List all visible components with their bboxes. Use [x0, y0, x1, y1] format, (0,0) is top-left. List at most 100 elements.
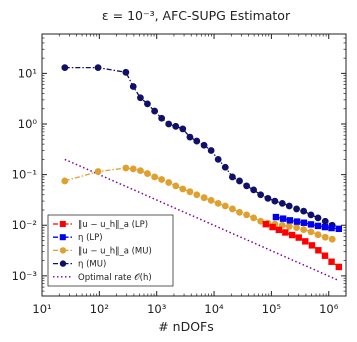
- x-tick-label: 10⁶: [319, 302, 339, 316]
- data-point: [288, 231, 296, 239]
- data-point: [321, 223, 329, 231]
- data-point: [207, 196, 215, 204]
- data-point: [321, 233, 329, 241]
- minor-ticks: [42, 33, 347, 297]
- data-point: [221, 202, 229, 210]
- data-point: [207, 147, 215, 154]
- data-point: [328, 224, 335, 232]
- data-point: [315, 247, 322, 254]
- data-point: [300, 207, 308, 215]
- x-tick-label: 10⁴: [204, 302, 224, 316]
- data-point: [321, 217, 329, 225]
- legend-label: Optimal rate 𝒪(h): [78, 273, 152, 283]
- chart-title: ε = 10⁻³, AFC-SUPG Estimator: [102, 8, 291, 23]
- data-point: [250, 214, 258, 222]
- data-point: [271, 197, 279, 205]
- data-point: [61, 64, 69, 72]
- data-point: [243, 182, 251, 190]
- data-point: [264, 194, 272, 202]
- data-point: [328, 235, 336, 243]
- data-point: [269, 223, 276, 231]
- x-tick-label: 10³: [147, 302, 167, 316]
- data-point: [300, 226, 308, 234]
- data-point: [307, 221, 315, 228]
- data-point: [151, 107, 159, 115]
- data-point: [314, 231, 322, 239]
- data-point: [193, 137, 201, 145]
- data-point: [61, 177, 69, 185]
- legend-marker: [59, 247, 67, 254]
- data-point: [279, 215, 287, 222]
- data-point: [314, 222, 322, 230]
- data-point: [94, 64, 102, 72]
- data-point: [229, 173, 236, 181]
- data-point: [137, 94, 144, 102]
- legend-box: [47, 214, 174, 287]
- data-point: [193, 191, 201, 199]
- data-point: [186, 188, 194, 196]
- data-point: [94, 168, 102, 175]
- data-point: [307, 211, 315, 219]
- data-point: [321, 252, 329, 259]
- data-point: [165, 179, 173, 186]
- data-point: [129, 165, 137, 173]
- series-0: [262, 220, 343, 271]
- data-point: [200, 141, 208, 149]
- data-point: [122, 68, 130, 76]
- legend-marker: [59, 260, 67, 267]
- data-point: [307, 228, 315, 236]
- x-axis-label: # nDOFs: [158, 319, 214, 334]
- series-line: [275, 216, 339, 230]
- data-point: [272, 213, 280, 221]
- legend-marker: [59, 221, 66, 227]
- data-point: [214, 155, 222, 163]
- data-point: [151, 173, 159, 181]
- data-point: [236, 208, 243, 216]
- legend-marker: [59, 234, 66, 241]
- data-point: [257, 191, 265, 199]
- data-point: [221, 163, 229, 171]
- y-tick-label: 10⁻¹: [12, 168, 37, 182]
- data-point: [158, 114, 166, 122]
- data-point: [129, 83, 137, 90]
- data-point: [214, 200, 222, 207]
- data-point: [335, 263, 343, 271]
- data-point: [179, 185, 187, 193]
- data-point: [165, 120, 173, 128]
- data-point: [144, 100, 151, 108]
- data-point: [308, 242, 316, 249]
- data-point: [314, 214, 322, 222]
- data-point: [293, 205, 300, 213]
- data-point: [286, 217, 294, 224]
- data-point: [186, 133, 194, 141]
- y-tick-label: 10⁻³: [12, 269, 38, 283]
- data-point: [293, 224, 300, 231]
- data-point: [236, 177, 243, 185]
- y-tick-label: 10⁰: [18, 117, 38, 131]
- data-point: [122, 164, 130, 172]
- data-point: [172, 182, 180, 190]
- data-point: [293, 218, 301, 225]
- data-point: [250, 186, 258, 194]
- series-1: [272, 213, 343, 233]
- series-3: [61, 64, 336, 229]
- legend-label: η (LP): [78, 233, 103, 243]
- data-point: [285, 202, 293, 210]
- plot-frame: [41, 33, 347, 297]
- data-point: [328, 258, 335, 265]
- legend-label: ‖u − u_h‖_a (MU): [78, 246, 152, 256]
- legend-label: ‖u − u_h‖_a (LP): [78, 220, 148, 230]
- series-line: [64, 66, 333, 226]
- data-point: [335, 225, 343, 233]
- data-point: [158, 176, 166, 183]
- data-point: [262, 220, 270, 228]
- data-point: [275, 226, 283, 234]
- x-tick-label: 10¹: [32, 302, 51, 316]
- data-point: [179, 125, 187, 133]
- y-tick-label: 10¹: [18, 66, 37, 80]
- data-point: [302, 238, 309, 245]
- legend-label: η (MU): [78, 260, 106, 270]
- data-point: [295, 234, 302, 241]
